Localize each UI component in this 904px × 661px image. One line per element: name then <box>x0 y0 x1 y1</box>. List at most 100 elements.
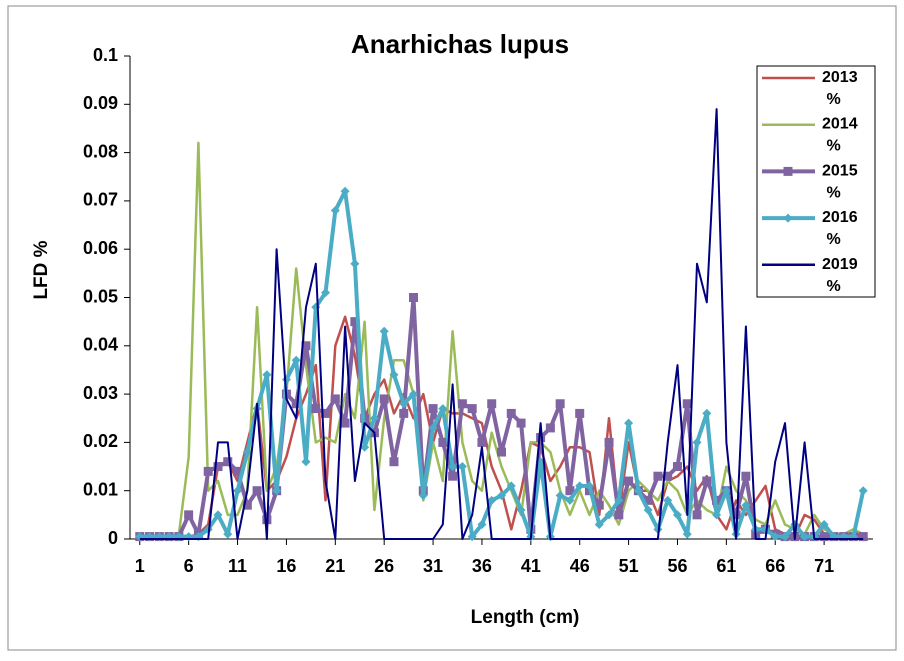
marker-diamond <box>614 495 624 505</box>
marker-diamond <box>555 491 565 501</box>
marker-square <box>653 471 663 481</box>
marker-diamond <box>301 457 311 467</box>
x-tick-label: 36 <box>472 556 492 576</box>
x-tick-label: 26 <box>374 556 394 576</box>
marker-diamond <box>233 486 243 496</box>
marker-square <box>783 166 793 176</box>
marker-diamond <box>242 447 252 457</box>
marker-diamond <box>643 505 653 515</box>
marker-square <box>467 404 477 414</box>
legend-label: 2013 % <box>822 69 858 108</box>
legend-label: 2019 % <box>822 256 858 295</box>
marker-square <box>223 457 233 467</box>
marker-square <box>565 486 575 496</box>
y-tick-label: 0.05 <box>83 286 118 306</box>
marker-square <box>184 510 194 520</box>
marker-square <box>536 433 546 443</box>
y-tick-label: 0.09 <box>83 93 118 113</box>
y-tick-label: 0.01 <box>83 479 118 499</box>
marker-diamond <box>457 462 467 472</box>
marker-square <box>233 466 243 476</box>
marker-diamond <box>399 399 409 409</box>
marker-diamond <box>721 486 731 496</box>
x-tick-label: 71 <box>814 556 834 576</box>
chart-frame <box>7 5 897 651</box>
y-tick-label: 0.02 <box>83 431 118 451</box>
x-tick-label: 61 <box>716 556 736 576</box>
marker-diamond <box>783 213 793 223</box>
marker-diamond <box>770 532 780 542</box>
y-tick-label: 0 <box>108 528 118 548</box>
marker-diamond <box>604 510 614 520</box>
marker-square <box>213 462 223 472</box>
marker-square <box>594 500 604 510</box>
marker-diamond <box>516 505 526 515</box>
y-tick-label: 0.03 <box>83 383 118 403</box>
marker-diamond <box>418 491 428 501</box>
marker-square <box>399 408 409 418</box>
marker-diamond <box>467 532 477 542</box>
marker-square <box>330 394 340 404</box>
legend-label: 2014 % <box>822 116 858 155</box>
x-tick-label: 16 <box>276 556 296 576</box>
x-tick-label: 1 <box>135 556 145 576</box>
marker-diamond <box>565 495 575 505</box>
marker-square <box>428 404 438 414</box>
marker-diamond <box>497 491 506 501</box>
marker-square <box>682 399 692 409</box>
marker-diamond <box>487 495 497 505</box>
marker-diamond <box>409 389 419 399</box>
marker-diamond <box>438 404 448 414</box>
marker-square <box>203 466 213 476</box>
marker-square <box>321 408 331 418</box>
marker-square <box>545 423 555 433</box>
marker-square <box>663 471 673 481</box>
x-tick-label: 11 <box>228 556 247 576</box>
marker-diamond <box>682 529 692 539</box>
marker-square <box>448 471 458 481</box>
marker-diamond <box>633 486 643 496</box>
y-tick-label: 0.1 <box>93 45 118 65</box>
marker-diamond <box>213 510 223 520</box>
marker-diamond <box>272 486 282 496</box>
marker-square <box>575 408 585 418</box>
marker-diamond <box>672 510 682 520</box>
marker-square <box>311 404 321 414</box>
marker-diamond <box>291 355 301 365</box>
marker-square <box>477 437 487 447</box>
marker-square <box>457 399 467 409</box>
legend-label: 2016 % <box>822 209 858 248</box>
marker-square <box>702 476 712 486</box>
x-tick-label: 66 <box>765 556 785 576</box>
marker-diamond <box>340 186 350 196</box>
marker-square <box>252 486 262 496</box>
marker-square <box>242 500 252 510</box>
marker-square <box>555 399 565 409</box>
marker-square <box>731 510 741 520</box>
marker-diamond <box>819 520 829 530</box>
x-tick-label: 46 <box>570 556 590 576</box>
legend-box <box>756 65 876 298</box>
y-tick-label: 0.08 <box>83 141 118 161</box>
marker-diamond <box>262 370 272 380</box>
marker-square <box>516 418 526 428</box>
marker-square <box>389 457 399 467</box>
marker-square <box>487 399 497 409</box>
x-tick-label: 6 <box>184 556 194 576</box>
x-tick-label: 31 <box>423 556 443 576</box>
legend-label: 2015 % <box>822 163 858 202</box>
marker-square <box>301 341 311 351</box>
marker-diamond <box>428 423 438 433</box>
marker-diamond <box>360 442 370 452</box>
marker-diamond <box>223 529 233 539</box>
marker-square <box>643 495 653 505</box>
marker-diamond <box>321 288 331 298</box>
marker-square <box>819 532 829 542</box>
marker-diamond <box>369 413 379 423</box>
x-tick-label: 56 <box>667 556 687 576</box>
x-tick-label: 41 <box>521 556 541 576</box>
marker-diamond <box>780 532 790 542</box>
marker-square <box>604 437 614 447</box>
